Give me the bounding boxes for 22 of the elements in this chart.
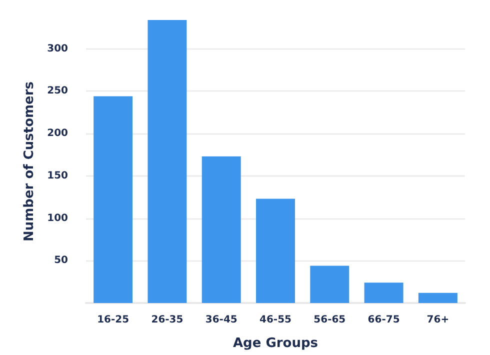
x-tick-label: 56-65 <box>314 314 346 326</box>
bar <box>202 156 241 303</box>
x-tick-label: 36-45 <box>205 314 238 326</box>
x-axis-title: Age Groups <box>232 336 318 351</box>
bar <box>310 266 350 303</box>
y-tick-label: 200 <box>47 128 68 140</box>
bar <box>148 20 187 303</box>
bar <box>256 198 295 303</box>
y-tick-label: 300 <box>47 43 68 54</box>
y-tick-label: 150 <box>47 170 68 182</box>
y-tick-label: 100 <box>47 212 68 224</box>
y-axis-title: Number of Customers <box>22 81 37 242</box>
x-tick-label: 66-75 <box>368 314 400 326</box>
bar <box>364 282 404 303</box>
y-tick-label: 250 <box>47 86 68 97</box>
x-tick-label: 26-35 <box>151 314 184 326</box>
bar <box>418 292 458 303</box>
bar <box>94 96 133 303</box>
x-tick-label: 46-55 <box>260 314 292 326</box>
x-tick-label: 76+ <box>426 314 450 326</box>
y-tick-label: 50 <box>54 255 68 266</box>
x-tick-label: 16-25 <box>97 314 130 326</box>
